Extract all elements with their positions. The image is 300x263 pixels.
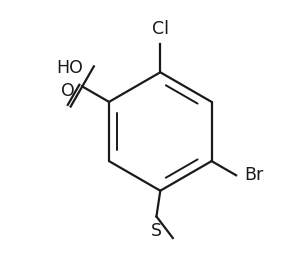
Text: Cl: Cl: [152, 19, 169, 38]
Text: HO: HO: [57, 59, 84, 77]
Text: S: S: [151, 222, 162, 240]
Text: Br: Br: [244, 166, 264, 184]
Text: O: O: [61, 82, 75, 100]
